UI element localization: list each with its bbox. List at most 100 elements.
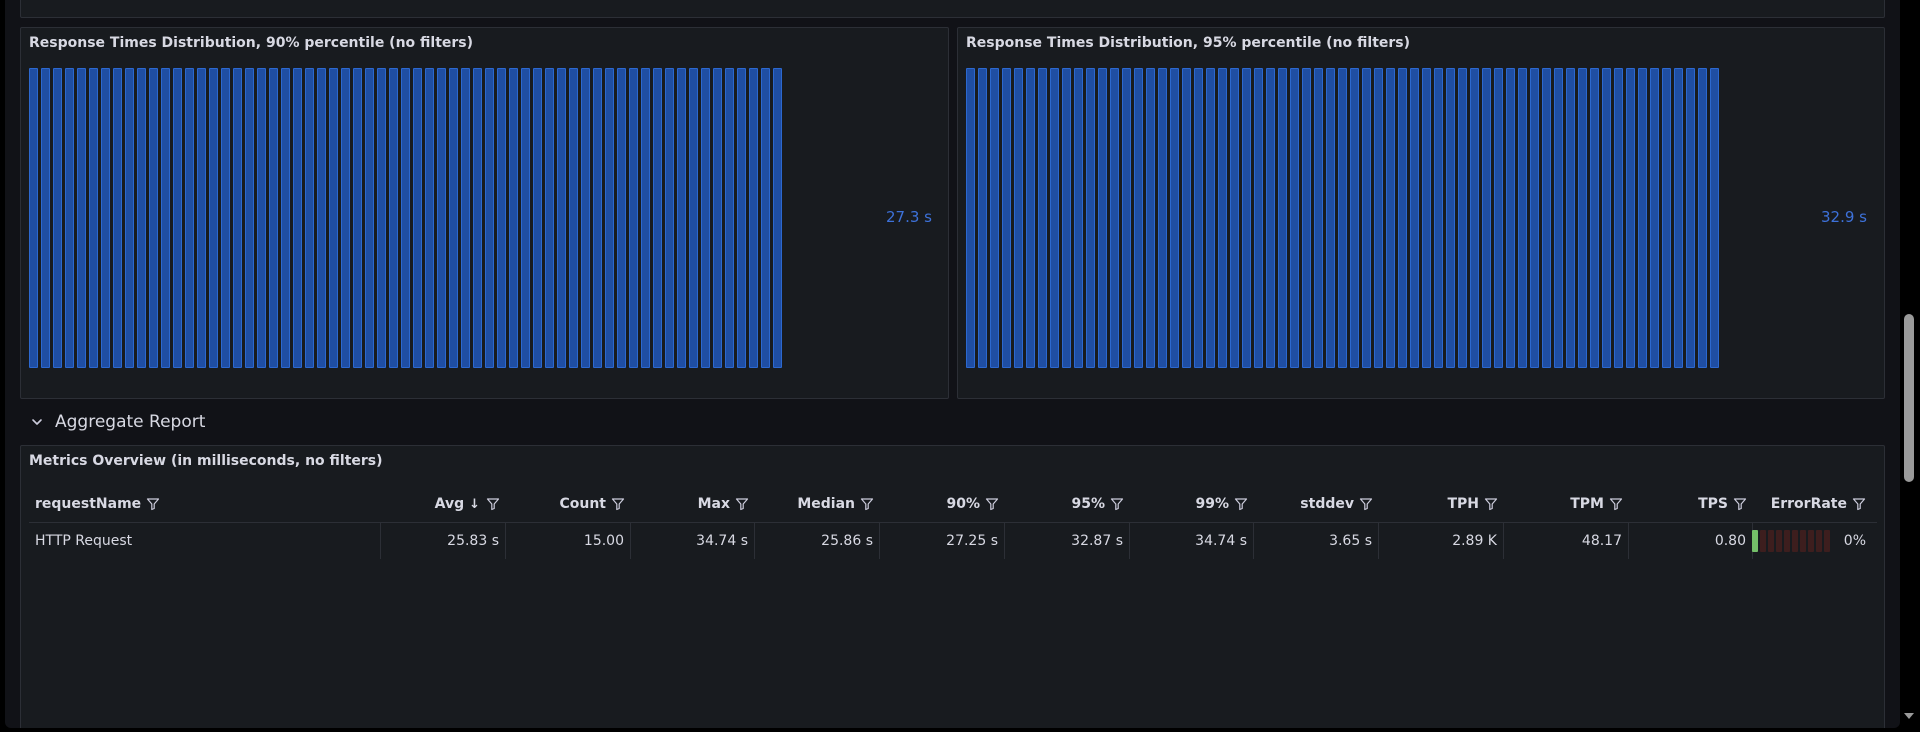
histogram-bar	[173, 68, 182, 368]
histogram-bar	[533, 68, 542, 368]
filter-icon[interactable]	[1484, 497, 1498, 511]
histogram-bar	[1230, 68, 1239, 368]
histogram-bar	[1014, 68, 1023, 368]
histogram-bar	[1098, 68, 1107, 368]
sort-descending-icon[interactable]: ↓	[469, 496, 480, 512]
histogram-bar	[293, 68, 302, 368]
histogram-bar	[1470, 68, 1479, 368]
histogram-bar	[1590, 68, 1599, 368]
column-header[interactable]: Count	[506, 486, 631, 522]
column-header-label: requestName	[35, 496, 142, 512]
table-cell: 25.86 s	[755, 523, 880, 559]
table-cell: 34.74 s	[1130, 523, 1254, 559]
histogram-bar	[569, 68, 578, 368]
column-header[interactable]: Avg ↓	[381, 486, 506, 522]
histogram-bar	[1518, 68, 1527, 368]
histogram-bar	[1422, 68, 1431, 368]
error-rate-gauge	[1751, 530, 1830, 552]
histogram-bar	[1626, 68, 1635, 368]
filter-icon[interactable]	[735, 497, 749, 511]
chevron-down-icon[interactable]	[29, 414, 45, 430]
histogram-bar	[209, 68, 218, 368]
filter-icon[interactable]	[146, 497, 160, 511]
histogram-bar	[1038, 68, 1047, 368]
histogram-bar	[161, 68, 170, 368]
histogram-bar	[1158, 68, 1167, 368]
histogram-bar	[89, 68, 98, 368]
histogram-bar	[1110, 68, 1119, 368]
column-header[interactable]: stddev	[1254, 486, 1379, 522]
filter-icon[interactable]	[985, 497, 999, 511]
gauge-segment	[1751, 530, 1758, 552]
column-header[interactable]: TPM	[1504, 486, 1629, 522]
cell-value: 27.25 s	[946, 533, 998, 549]
row-title: Aggregate Report	[55, 412, 206, 432]
histogram-bar	[1266, 68, 1275, 368]
filter-icon[interactable]	[1234, 497, 1248, 511]
p90-distribution-panel[interactable]: Response Times Distribution, 90% percent…	[20, 27, 949, 399]
table-cell: HTTP Request	[29, 523, 381, 559]
histogram-bar	[1446, 68, 1455, 368]
table-cell: 27.25 s	[880, 523, 1005, 559]
histogram-bar	[1650, 68, 1659, 368]
cell-value: 32.87 s	[1071, 533, 1123, 549]
column-header[interactable]: 99%	[1130, 486, 1254, 522]
histogram-bar	[1350, 68, 1359, 368]
scrollbar-thumb[interactable]	[1904, 314, 1914, 482]
filter-icon[interactable]	[611, 497, 625, 511]
histogram-bar	[617, 68, 626, 368]
column-header[interactable]: TPH	[1379, 486, 1504, 522]
filter-icon[interactable]	[1110, 497, 1124, 511]
histogram-bar	[461, 68, 470, 368]
filter-icon[interactable]	[1359, 497, 1373, 511]
column-header[interactable]: 95%	[1005, 486, 1130, 522]
column-header[interactable]: 90%	[880, 486, 1005, 522]
histogram-bar	[509, 68, 518, 368]
histogram-bar	[1062, 68, 1071, 368]
gauge-segment	[1783, 530, 1790, 552]
histogram-bar	[1578, 68, 1587, 368]
table-cell: 34.74 s	[631, 523, 755, 559]
column-header[interactable]: requestName	[29, 486, 381, 522]
histogram-bar	[1182, 68, 1191, 368]
gauge-segment	[1775, 530, 1782, 552]
filter-icon[interactable]	[1852, 497, 1866, 511]
histogram-bar	[990, 68, 999, 368]
column-header-label: 90%	[946, 496, 980, 512]
column-header[interactable]: TPS	[1629, 486, 1753, 522]
table-cell: 2.89 K	[1379, 523, 1504, 559]
filter-icon[interactable]	[1733, 497, 1747, 511]
table-cell: 3.65 s	[1254, 523, 1379, 559]
histogram-bar	[245, 68, 254, 368]
histogram-bar	[1686, 68, 1695, 368]
histogram-bar	[545, 68, 554, 368]
histogram-bar	[257, 68, 266, 368]
histogram-bar	[1602, 68, 1611, 368]
histogram-bar	[1074, 68, 1083, 368]
column-header[interactable]: ErrorRate	[1753, 486, 1872, 522]
metrics-overview-panel[interactable]: Metrics Overview (in milliseconds, no fi…	[20, 445, 1885, 728]
filter-icon[interactable]	[860, 497, 874, 511]
histogram-bar	[605, 68, 614, 368]
filter-icon[interactable]	[486, 497, 500, 511]
column-header[interactable]: Max	[631, 486, 755, 522]
histogram-bar	[773, 68, 782, 368]
histogram-bar	[329, 68, 338, 368]
table-cell: 48.17	[1504, 523, 1629, 559]
histogram-bar	[653, 68, 662, 368]
histogram-bar	[353, 68, 362, 368]
filter-icon[interactable]	[1609, 497, 1623, 511]
table-cell: 0.80	[1629, 523, 1753, 559]
p90-stat-value: 27.3 s	[886, 208, 932, 226]
p95-distribution-panel[interactable]: Response Times Distribution, 95% percent…	[957, 27, 1885, 399]
histogram-bar	[1134, 68, 1143, 368]
histogram-bar	[497, 68, 506, 368]
histogram-bar	[1278, 68, 1287, 368]
aggregate-report-row-toggle[interactable]: Aggregate Report	[29, 410, 205, 434]
column-header-label: TPM	[1570, 496, 1604, 512]
column-header[interactable]: Median	[755, 486, 880, 522]
cell-value: 48.17	[1581, 533, 1622, 549]
histogram-bar	[401, 68, 410, 368]
histogram-bar	[1194, 68, 1203, 368]
scroll-down-arrow-icon[interactable]	[1904, 713, 1914, 719]
